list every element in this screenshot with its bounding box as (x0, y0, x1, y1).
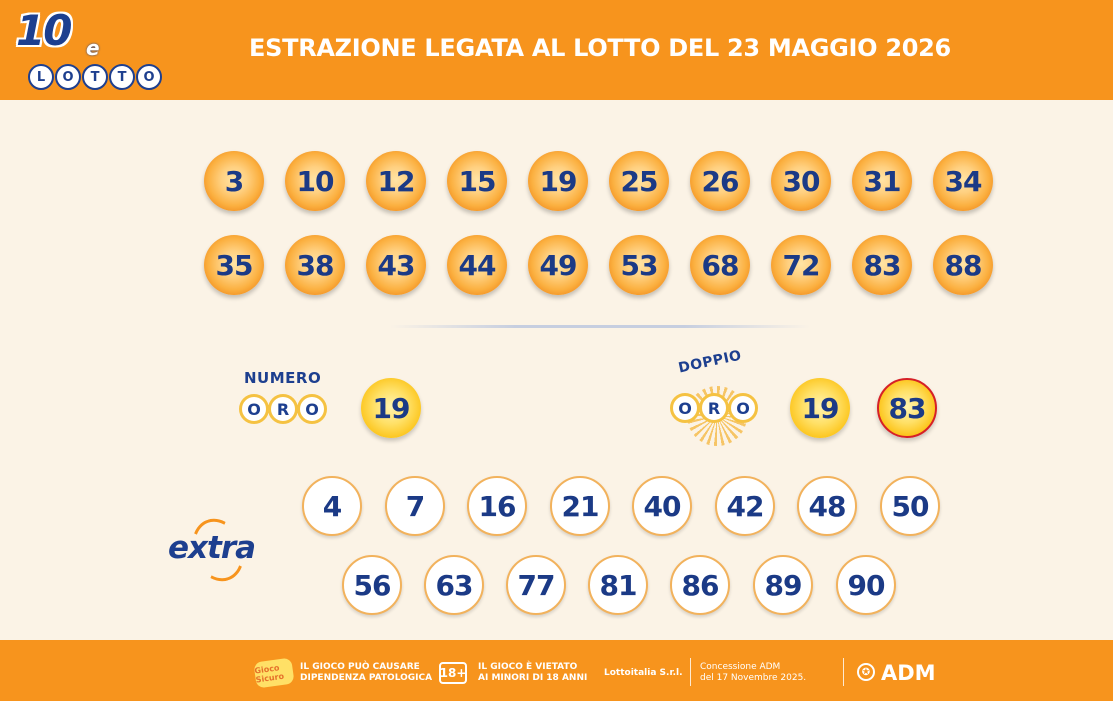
concessione-line: del 17 Novembre 2025. (700, 673, 807, 683)
logo-letter: O (136, 64, 162, 90)
age-18-badge: 18+ (439, 662, 467, 684)
extra-ball: 4 (302, 476, 362, 536)
section-divider (390, 325, 810, 328)
warning-line: IL GIOCO È VIETATO (478, 662, 578, 672)
emblem-icon: ✪ (857, 663, 875, 681)
number-ball: 3 (204, 151, 264, 211)
logo-letter: T (82, 64, 108, 90)
number-ball: 88 (933, 235, 993, 295)
logo-letter: L (28, 64, 54, 90)
number-ball: 44 (447, 235, 507, 295)
oro-letter: O (239, 394, 269, 424)
logo-10: 10 (16, 6, 72, 55)
extra-ball: 81 (588, 555, 648, 615)
number-ball: 72 (771, 235, 831, 295)
number-ball: 12 (366, 151, 426, 211)
extra-ball: 63 (424, 555, 484, 615)
number-ball: 25 (609, 151, 669, 211)
dipendenza-warning: IL GIOCO PUÒ CAUSARE DIPENDENZA PATOLOGI… (300, 662, 432, 684)
number-ball: 10 (285, 151, 345, 211)
oro-letter: O (297, 394, 327, 424)
concessione-text: Concessione ADM del 17 Novembre 2025. (700, 662, 806, 684)
doppio-oro-ball: 19 (790, 378, 850, 438)
number-ball: 26 (690, 151, 750, 211)
footer-divider (690, 658, 691, 686)
numero-oro-ball: 19 (361, 378, 421, 438)
number-ball: 53 (609, 235, 669, 295)
header-bar: 10 e L O T T O ESTRAZIONE LEGATA AL LOTT… (0, 0, 1113, 100)
extra-logo: extra (165, 511, 290, 589)
doppio-oro-logo: O R O (670, 393, 758, 423)
page-title: ESTRAZIONE LEGATA AL LOTTO DEL 23 MAGGIO… (249, 34, 951, 62)
number-ball: 34 (933, 151, 993, 211)
extra-ball: 21 (550, 476, 610, 536)
number-ball: 30 (771, 151, 831, 211)
number-ball: 31 (852, 151, 912, 211)
number-ball: 35 (204, 235, 264, 295)
extra-ball: 16 (467, 476, 527, 536)
extra-ball: 48 (797, 476, 857, 536)
oro-letter: O (728, 393, 758, 423)
extra-ball: 7 (385, 476, 445, 536)
footer-divider (843, 658, 844, 686)
logo-letter: O (55, 64, 81, 90)
number-ball: 19 (528, 151, 588, 211)
numero-oro-logo: O R O (239, 394, 327, 424)
oro-letter: O (670, 393, 700, 423)
extra-ball: 89 (753, 555, 813, 615)
logo-e: e (86, 36, 100, 60)
doppio-oro-label: DOPPIO (677, 347, 744, 377)
number-ball: 43 (366, 235, 426, 295)
warning-line: IL GIOCO PUÒ CAUSARE (300, 662, 420, 672)
warning-line: AI MINORI DI 18 ANNI (478, 673, 588, 683)
footer-bar: Gioco Sicuro IL GIOCO PUÒ CAUSARE DIPEND… (0, 640, 1113, 701)
extra-ball: 86 (670, 555, 730, 615)
extra-ball: 90 (836, 555, 896, 615)
doppio-oro-ball: 83 (877, 378, 937, 438)
logo-letter: T (109, 64, 135, 90)
warning-line: DIPENDENZA PATOLOGICA (300, 673, 433, 683)
minori-warning: IL GIOCO È VIETATO AI MINORI DI 18 ANNI (478, 662, 587, 684)
number-ball: 83 (852, 235, 912, 295)
extra-ball: 50 (880, 476, 940, 536)
logo-lotto-balls: L O T T O (28, 64, 162, 90)
numero-oro-label: NUMERO (244, 369, 322, 387)
adm-logo: ADM (881, 661, 936, 685)
extra-ball: 77 (506, 555, 566, 615)
operator-name: Lottoitalia S.r.l. (604, 668, 683, 678)
extra-logo-text: extra (168, 530, 256, 566)
oro-letter: R (699, 393, 729, 423)
gioco-sicuro-badge: Gioco Sicuro (253, 657, 295, 689)
number-ball: 15 (447, 151, 507, 211)
number-ball: 68 (690, 235, 750, 295)
number-ball: 38 (285, 235, 345, 295)
oro-letter: R (268, 394, 298, 424)
10elotto-logo: 10 e L O T T O (16, 6, 162, 94)
extra-ball: 40 (632, 476, 692, 536)
number-ball: 49 (528, 235, 588, 295)
extra-ball: 56 (342, 555, 402, 615)
concessione-line: Concessione ADM (700, 662, 781, 672)
extra-ball: 42 (715, 476, 775, 536)
